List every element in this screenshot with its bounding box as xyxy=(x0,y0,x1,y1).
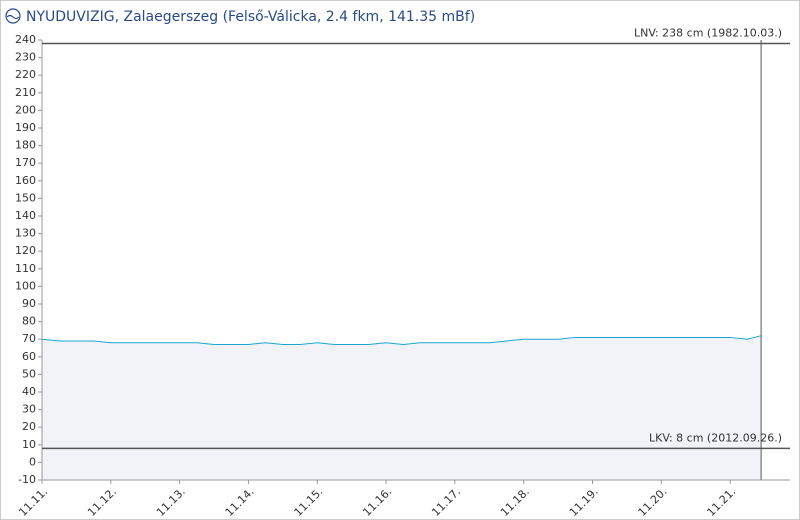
y-tick-label: 40 xyxy=(22,385,36,398)
y-tick-label: 10 xyxy=(22,438,36,451)
chart-title: NYUDUVIZIG, Zalaegerszeg (Felső-Válicka,… xyxy=(26,9,475,25)
y-tick-label: -10 xyxy=(18,473,36,486)
y-tick-label: 30 xyxy=(22,403,36,416)
y-tick-label: 150 xyxy=(15,191,36,204)
reference-label: LKV: 8 cm (2012.09.26.) xyxy=(649,431,782,444)
y-tick-label: 160 xyxy=(15,174,36,187)
y-tick-label: 110 xyxy=(15,262,36,275)
y-tick-label: 140 xyxy=(15,209,36,222)
area-fill xyxy=(42,335,762,480)
reference-label: LNV: 238 cm (1982.10.03.) xyxy=(634,27,782,40)
y-tick-label: 220 xyxy=(15,68,36,81)
logo xyxy=(5,8,21,24)
y-tick-label: 210 xyxy=(15,86,36,99)
y-tick-label: 90 xyxy=(22,297,36,310)
y-tick-label: 180 xyxy=(15,139,36,152)
y-tick-label: 230 xyxy=(15,51,36,64)
y-tick-label: 200 xyxy=(15,103,36,116)
y-tick-label: 170 xyxy=(15,156,36,169)
y-tick-label: 70 xyxy=(22,332,36,345)
y-tick-label: 60 xyxy=(22,350,36,363)
series-line xyxy=(41,335,762,345)
y-tick-label: 130 xyxy=(15,227,36,240)
y-tick-label: 80 xyxy=(22,315,36,328)
y-tick-label: 20 xyxy=(22,420,36,433)
y-tick-label: 190 xyxy=(15,121,36,134)
y-tick-label: 50 xyxy=(22,367,36,380)
y-tick-label: 0 xyxy=(29,455,36,468)
y-tick-label: 240 xyxy=(15,33,36,46)
y-tick-label: 100 xyxy=(15,279,36,292)
y-tick-label: 120 xyxy=(15,244,36,257)
